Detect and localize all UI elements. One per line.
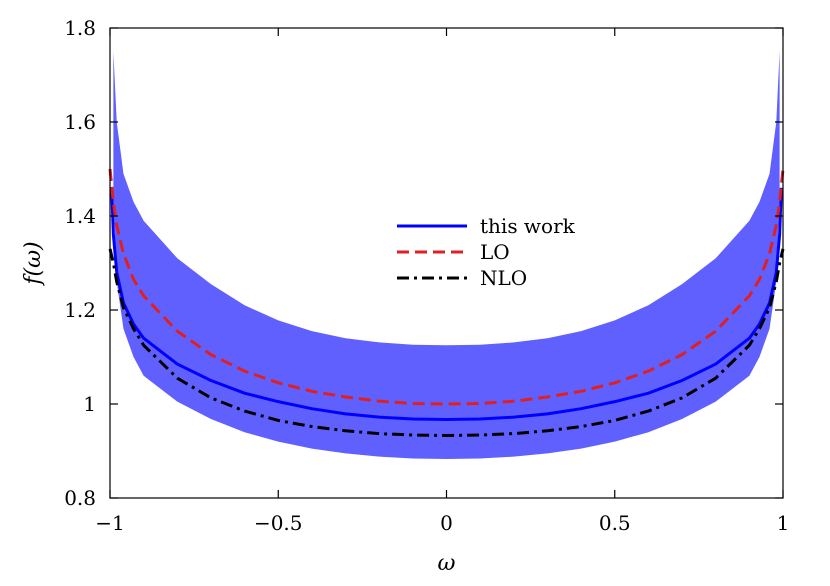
- y-tick-label: 1.6: [64, 110, 96, 134]
- y-tick-label: 1.4: [64, 204, 96, 228]
- x-tick-label: −0.5: [254, 511, 303, 535]
- y-axis-label: f(ω): [21, 241, 46, 286]
- legend-label-this-work: this work: [480, 214, 576, 238]
- x-tick-label: 1: [777, 511, 790, 535]
- tick-labels-layer: −1 −0.5 0 0.5 1 0.8 1 1.2 1.4 1.6 1.8: [64, 16, 789, 535]
- axes-layer: [109, 27, 784, 499]
- series-line-this-work: [110, 187, 783, 422]
- x-tick-label: 0: [440, 511, 453, 535]
- y-tick-label: 1: [83, 392, 96, 416]
- series-line-nlo: [108, 248, 785, 437]
- x-tick-label: −1: [95, 511, 124, 535]
- y-tick-label: 0.8: [64, 486, 96, 510]
- legend-label-nlo: NLO: [480, 266, 527, 290]
- x-tick-label: 0.5: [599, 511, 631, 535]
- x-axis-label: ω: [438, 551, 456, 576]
- y-tick-label: 1.2: [64, 298, 96, 322]
- series-line-lo: [108, 168, 785, 406]
- legend-label-lo: LO: [480, 240, 510, 264]
- y-tick-label: 1.8: [64, 16, 96, 40]
- uncertainty-band: [113, 51, 780, 459]
- series-lines-layer: [108, 168, 785, 437]
- uncertainty-band-layer: [113, 51, 780, 459]
